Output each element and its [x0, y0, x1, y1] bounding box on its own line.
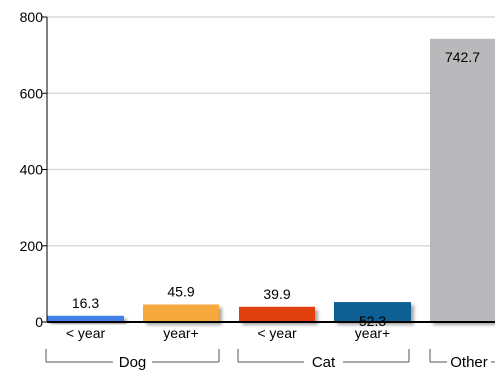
bar: [334, 302, 411, 322]
y-axis-ticks: 800 600 400 200 0: [20, 9, 47, 330]
bar: [143, 304, 219, 322]
group-label: Other: [450, 354, 488, 370]
value-label: 39.9: [263, 286, 290, 302]
category-label: < year: [257, 325, 297, 341]
value-label: 742.7: [445, 49, 480, 65]
grid-lines: [47, 16, 495, 247]
y-tick-label: 400: [20, 162, 44, 178]
y-tick-label: 200: [20, 238, 44, 254]
bars: 16.345.939.952.3742.7: [47, 38, 495, 329]
y-tick-label: 0: [35, 314, 43, 330]
y-tick-label: 800: [20, 9, 44, 25]
value-label: 45.9: [167, 284, 194, 300]
category-label: < year: [66, 325, 106, 341]
y-tick-label: 600: [20, 85, 44, 101]
group-label: Cat: [312, 354, 336, 370]
category-labels: < year year+ < year year+: [66, 325, 390, 341]
bar: [47, 315, 124, 322]
group-label: Dog: [119, 354, 147, 370]
group-brackets: Dog Cat Other: [45, 349, 495, 370]
category-label: year+: [355, 325, 390, 341]
bar: [239, 306, 315, 322]
category-label: year+: [163, 325, 198, 341]
bar: [430, 38, 495, 323]
value-label: 16.3: [72, 295, 99, 311]
